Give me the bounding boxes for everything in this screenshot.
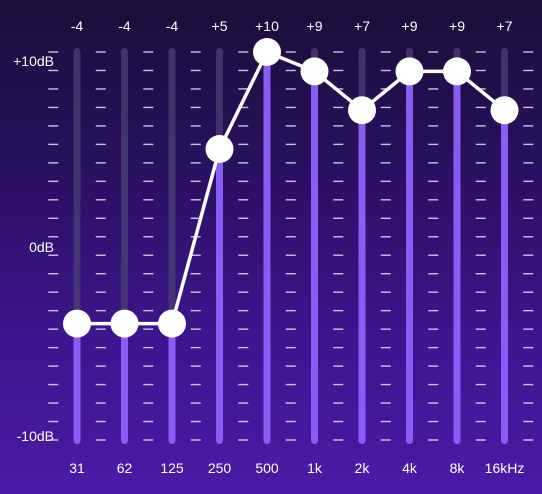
- band-value-label: +9: [307, 18, 323, 34]
- band-frequency-label: 62: [117, 460, 133, 476]
- band-value-label: -4: [166, 18, 179, 34]
- db-label-max: +10dB: [13, 53, 54, 69]
- slider-knob-2k[interactable]: [348, 96, 376, 125]
- slider-knob-500[interactable]: [253, 38, 281, 66]
- band-frequency-label: 16kHz: [485, 460, 525, 476]
- slider-fill: [168, 323, 176, 444]
- db-label-min: -10dB: [17, 428, 54, 444]
- band-value-label: +5: [212, 18, 228, 34]
- band-frequency-label: 500: [255, 460, 279, 476]
- slider-fill: [121, 323, 128, 444]
- slider-knob-16khz[interactable]: [490, 96, 519, 125]
- eq-curve-layer: [77, 50, 506, 326]
- band-frequency-label: 125: [160, 460, 184, 476]
- band-value-label: +10: [255, 18, 279, 34]
- slider-knob-1k[interactable]: [300, 57, 329, 86]
- band-value-label: +7: [354, 18, 370, 34]
- slider-fill: [501, 110, 508, 444]
- slider-fill: [216, 149, 223, 444]
- slider-knob-62[interactable]: [110, 309, 139, 338]
- band-frequency-label: 1k: [307, 460, 323, 476]
- slider-fill: [73, 323, 81, 444]
- band-value-label: -4: [71, 18, 84, 34]
- band-frequency-label: 2k: [355, 460, 371, 476]
- slider-knob-8k[interactable]: [443, 57, 471, 86]
- band-value-label: +9: [449, 18, 465, 34]
- slider-knob-31[interactable]: [63, 309, 91, 338]
- slider-fill: [311, 71, 318, 445]
- band-value-labels: -4 -4 -4 +5 +10 +9 +7 +9 +9 +7: [71, 18, 513, 34]
- slider-tracks: [73, 48, 508, 445]
- band-frequency-label: 31: [69, 460, 85, 476]
- slider-knob-125[interactable]: [158, 309, 186, 338]
- slider-fill: [358, 110, 366, 444]
- band-value-label: -4: [118, 18, 131, 34]
- db-label-zero: 0dB: [29, 239, 54, 255]
- slider-fill: [453, 71, 461, 445]
- slider-knobs: [63, 38, 519, 338]
- slider-knob-250[interactable]: [205, 135, 234, 163]
- slider-knob-4k[interactable]: [395, 57, 424, 86]
- band-frequency-labels: 31 62 125 250 500 1k 2k 4k 8k 16kHz: [69, 460, 524, 476]
- band-frequency-label: 8k: [450, 460, 466, 476]
- band-frequency-label: 4k: [402, 460, 418, 476]
- band-value-label: +9: [402, 18, 418, 34]
- band-frequency-label: 250: [208, 460, 232, 476]
- eq-curve-line: [77, 50, 506, 326]
- slider-fill: [263, 52, 271, 444]
- band-value-label: +7: [497, 18, 513, 34]
- db-scale-labels: +10dB 0dB -10dB: [13, 53, 54, 444]
- slider-fill: [406, 71, 413, 445]
